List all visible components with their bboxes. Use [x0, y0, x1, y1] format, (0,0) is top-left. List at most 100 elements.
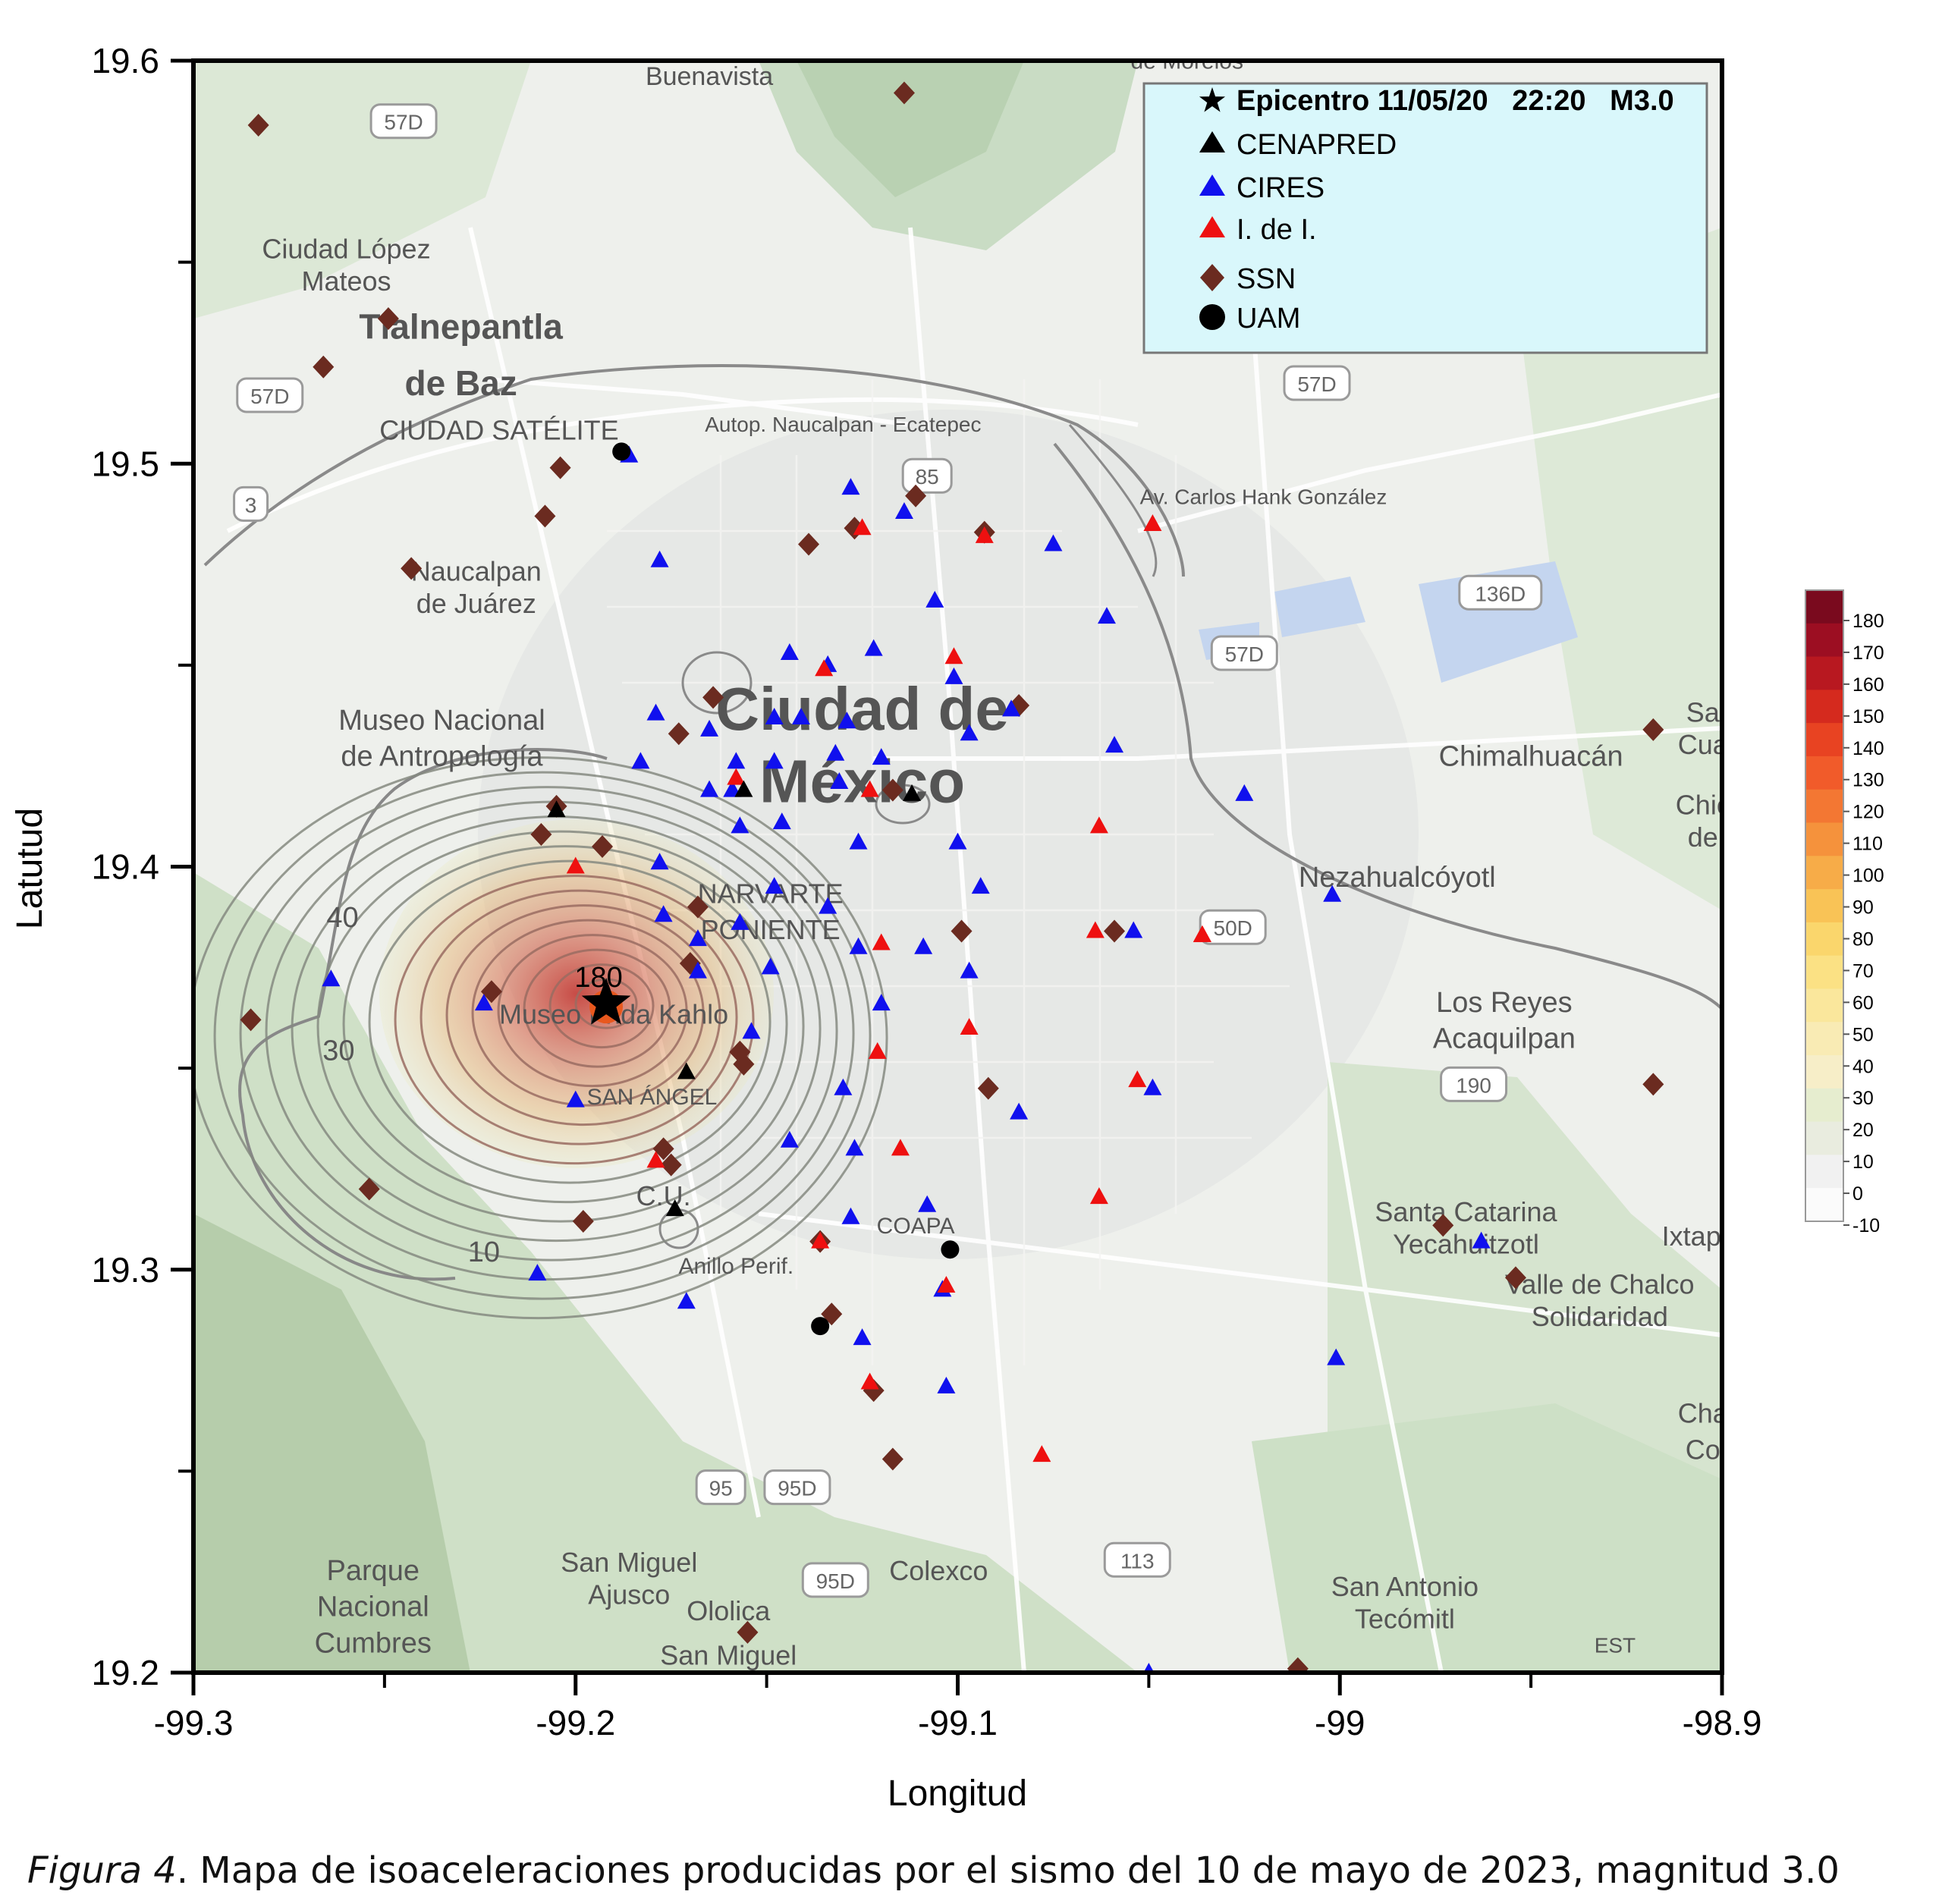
cires-station-marker	[731, 816, 749, 834]
road-shield	[1210, 635, 1278, 671]
idei-station-marker	[891, 1139, 910, 1156]
cires-station-marker	[700, 719, 719, 737]
colorbar-swatch	[1805, 1088, 1843, 1123]
cires-station-marker	[723, 780, 742, 797]
colorbar-label: 180	[1852, 611, 1884, 632]
idei-station-marker	[1086, 921, 1105, 938]
x-tick-label: -99.3	[154, 1703, 234, 1742]
place-label: Nezahualcóyotl	[1299, 862, 1496, 894]
contour-ring	[368, 859, 771, 1184]
idei-station-marker	[1089, 1187, 1108, 1205]
colorbar-swatch	[1805, 656, 1843, 690]
ssn-station-marker	[592, 834, 614, 858]
ssn-station-marker	[313, 355, 335, 379]
place-label: Acaquilpan	[1433, 1023, 1576, 1055]
idei-station-marker	[868, 1042, 887, 1059]
cires-station-marker	[780, 643, 799, 660]
y-tick-label: 19.5	[91, 444, 159, 483]
cires-station-marker	[731, 913, 749, 930]
contour-small-loop	[681, 651, 753, 715]
cires-station-marker	[765, 752, 784, 769]
colorbar-swatch	[1805, 822, 1843, 856]
legend-box	[1142, 82, 1708, 354]
colorbar-label: 110	[1852, 834, 1883, 855]
ssn-station-marker	[1432, 1214, 1454, 1237]
y-tick-label: 19.4	[91, 847, 159, 887]
road-shield-label: 57D	[1297, 372, 1336, 396]
ssn-station-marker	[798, 533, 820, 556]
place-label: Ajusco	[588, 1579, 670, 1610]
legend-triangle-icon	[1199, 131, 1225, 152]
ssn-station-marker	[549, 456, 571, 479]
cires-station-marker	[826, 743, 845, 761]
cires-station-marker	[631, 752, 650, 769]
place-label: Autop. Naucalpan - Ecatepec	[705, 413, 981, 436]
cires-station-marker	[1044, 534, 1063, 551]
place-label: México	[759, 748, 965, 815]
place-label: Cha	[1678, 1398, 1729, 1429]
place-label: San Miguel	[660, 1639, 797, 1670]
cires-station-marker	[937, 1376, 956, 1393]
idei-station-marker	[815, 659, 834, 677]
place-label: SAN ÁNGEL	[587, 1085, 718, 1110]
place-label: Ololica	[687, 1595, 771, 1626]
colorbar-label: 150	[1852, 706, 1884, 727]
contour-value-label: 10	[468, 1236, 500, 1268]
road-shield	[801, 1562, 869, 1598]
cenapred-station-marker	[903, 784, 922, 801]
cires-station-marker	[688, 961, 707, 979]
ssn-station-marker	[358, 1177, 380, 1201]
colorbar-label: 40	[1852, 1056, 1874, 1077]
place-label: Anillo Perif.	[678, 1254, 793, 1279]
cires-station-marker	[322, 969, 341, 987]
place-label: COAPA	[877, 1214, 955, 1239]
idei-station-marker	[860, 1372, 879, 1390]
place-label: de	[1688, 822, 1718, 853]
cires-station-marker	[837, 712, 856, 729]
contour-ring	[213, 771, 872, 1300]
road-shield-label: 136D	[1475, 582, 1526, 605]
colorbar-swatch	[1805, 623, 1843, 658]
road-shield	[901, 457, 953, 494]
place-label: Solidaridad	[1532, 1301, 1668, 1332]
ssn-station-marker	[377, 307, 399, 330]
contour-ring	[471, 919, 705, 1107]
place-label: San Miguel	[561, 1547, 697, 1578]
colorbar-label: 30	[1852, 1088, 1874, 1109]
ssn-station-marker	[702, 686, 724, 709]
place-label: C.U.	[636, 1180, 691, 1211]
colorbar-label: 20	[1852, 1120, 1874, 1141]
place-label: Ixtap	[1662, 1221, 1721, 1252]
colorbar-swatch	[1805, 723, 1843, 757]
place-label: Valle de Chalco	[1505, 1269, 1695, 1300]
cenapred-station-marker	[665, 1199, 684, 1217]
place-label: Museo Nacional	[338, 705, 545, 737]
idei-station-marker	[975, 526, 994, 543]
legend-triangle-icon	[1199, 216, 1225, 237]
contour-ring	[394, 875, 755, 1165]
cires-station-marker	[1143, 1663, 1155, 1673]
colorbar-label: 10	[1852, 1152, 1874, 1173]
cires-station-marker	[654, 905, 673, 922]
cires-station-marker	[819, 897, 837, 914]
idei-station-marker	[646, 1151, 665, 1168]
contour-line-minor	[1068, 424, 1158, 577]
ssn-station-marker	[1642, 1073, 1664, 1096]
road-shield-label: 50D	[1214, 916, 1252, 940]
contour-ring	[523, 948, 671, 1068]
station-markers	[240, 81, 1664, 1673]
place-label: Colexco	[889, 1555, 988, 1586]
place-label: San Antonio	[1331, 1571, 1478, 1602]
colorbar: 1801701601501401301201101009080706050403…	[1805, 589, 1884, 1236]
colorbar-label: 70	[1852, 960, 1874, 982]
road-shield	[369, 103, 438, 140]
cires-station-marker	[925, 590, 944, 608]
cires-station-marker	[894, 502, 913, 519]
place-label: Los Reyes	[1436, 987, 1573, 1019]
cires-station-marker	[727, 752, 746, 769]
ssn-station-marker	[881, 1447, 903, 1471]
cires-station-marker	[742, 1022, 761, 1039]
cires-station-marker	[849, 937, 868, 954]
contour-ring	[548, 963, 655, 1049]
road-shield-label: 190	[1456, 1073, 1491, 1097]
